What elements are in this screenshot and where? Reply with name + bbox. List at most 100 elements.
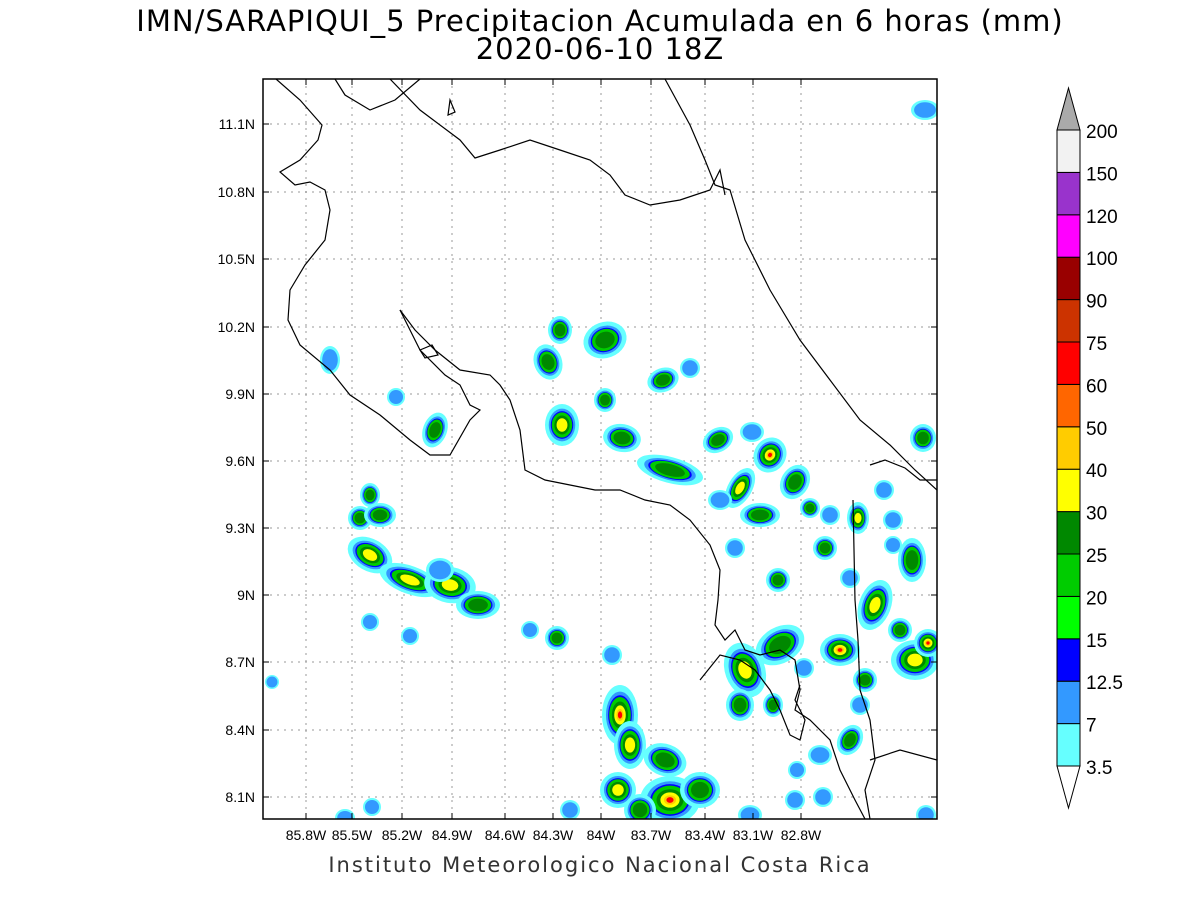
rain-cell (680, 358, 700, 378)
y-tick-label: 8.7N (225, 654, 255, 670)
rain-contour (815, 789, 831, 805)
colorbar-label: 30 (1086, 504, 1107, 525)
colorbar-box (1056, 171, 1081, 216)
colorbar-label: 25 (1086, 546, 1107, 567)
rain-contour (441, 579, 459, 591)
rain-contour (810, 747, 830, 763)
rain-cell (265, 675, 279, 689)
rain-contour (796, 660, 812, 676)
rain-contour (666, 797, 674, 803)
colorbar-box (1056, 680, 1081, 725)
x-tick-label: 83.1W (733, 827, 774, 843)
y-tick-label: 9.6N (225, 453, 255, 469)
rain-cell (785, 790, 805, 810)
rain-cell (898, 538, 926, 582)
rain-cell (533, 344, 563, 380)
rain-cell (347, 536, 393, 574)
rain-cell (387, 388, 405, 406)
rain-cell (422, 412, 448, 448)
rain-cell (643, 743, 687, 777)
rain-contour (854, 512, 862, 524)
y-tick-label: 10.5N (218, 251, 255, 267)
rain-contour (362, 549, 378, 561)
rain-cell (364, 503, 396, 527)
rain-contour (655, 374, 671, 386)
rain-contour (388, 389, 404, 405)
colorbar-box (1056, 214, 1081, 258)
y-axis: 11.1N 10.8N 10.5N 10.2N 9.9N 9.6N 9.3N 9N 8.7N 8.… (218, 116, 937, 805)
rain-cell (583, 321, 627, 359)
colorbar-label: 60 (1086, 376, 1107, 397)
rain-contour (354, 512, 366, 524)
rain-contour (632, 802, 648, 818)
rain-contour (400, 574, 420, 586)
rain-cell (335, 809, 355, 819)
rain-contour (429, 560, 451, 580)
precipitation-field (265, 100, 937, 819)
rain-cell (910, 424, 936, 452)
rain-cell (723, 642, 767, 698)
map-title: IMN/SARAPIQUI_5 Precipitacion Acumulada … (136, 4, 1064, 38)
rain-cell (836, 724, 864, 756)
rain-cell (738, 805, 762, 819)
colorbar: 3.5 7 12.5 15 20 25 30 40 50 60 75 90 100 120 150 200 (1056, 86, 1123, 810)
rain-contour (554, 323, 566, 337)
rain-contour (805, 503, 815, 513)
rain-contour (711, 434, 725, 446)
plot-area (263, 79, 937, 819)
rain-contour (740, 807, 760, 819)
rain-contour (788, 474, 802, 490)
rain-cell (725, 538, 745, 558)
rain-cell (888, 618, 912, 642)
rain-contour (402, 628, 418, 644)
rain-contour (562, 802, 578, 818)
rain-cell (840, 568, 860, 588)
rain-contour (914, 102, 936, 118)
rain-cell (724, 468, 756, 508)
colorbar-box (1056, 511, 1081, 555)
rain-contour (337, 810, 353, 819)
rain-contour (751, 509, 769, 521)
x-tick-label: 85.5W (332, 827, 373, 843)
rain-cell (779, 464, 811, 500)
rain-cell (456, 591, 500, 619)
rain-contour (655, 752, 675, 768)
rain-contour (362, 614, 378, 630)
rain-contour (907, 653, 923, 667)
x-tick-label: 84.3W (533, 827, 574, 843)
colorbar-label: 7 (1086, 716, 1097, 737)
colorbar-box (1056, 638, 1081, 682)
rain-contour (819, 542, 831, 554)
rain-cell (857, 579, 893, 631)
y-tick-label: 8.1N (225, 789, 255, 805)
rain-contour (837, 648, 843, 652)
rain-contour (742, 424, 762, 440)
rain-cell (813, 787, 833, 807)
rain-contour (691, 781, 709, 799)
colorbar-box (1056, 595, 1081, 640)
rain-cell (636, 454, 704, 486)
x-tick-label: 84.6W (485, 827, 526, 843)
rain-contour (787, 792, 803, 808)
y-tick-label: 9.3N (225, 520, 255, 536)
x-tick-label: 83.4W (685, 827, 726, 843)
rain-contour (365, 489, 375, 501)
rain-contour (613, 431, 631, 445)
colorbar-box (1056, 426, 1081, 470)
rain-cell (847, 502, 869, 534)
colorbar-label: 12.5 (1086, 673, 1123, 694)
rain-contour (769, 635, 791, 655)
rain-contour (468, 598, 488, 612)
x-tick-label: 84W (587, 827, 617, 843)
rain-cell (361, 613, 379, 631)
map-subtitle: 2020-06-10 18Z (475, 32, 725, 66)
plot-frame (262, 78, 938, 820)
rain-cell (755, 624, 805, 666)
x-tick-label: 82.8W (781, 827, 822, 843)
rain-cell (426, 558, 454, 582)
rain-contour (624, 737, 636, 753)
y-tick-label: 11.1N (219, 116, 255, 132)
colorbar-box (1056, 129, 1081, 173)
rain-cell (320, 346, 340, 374)
